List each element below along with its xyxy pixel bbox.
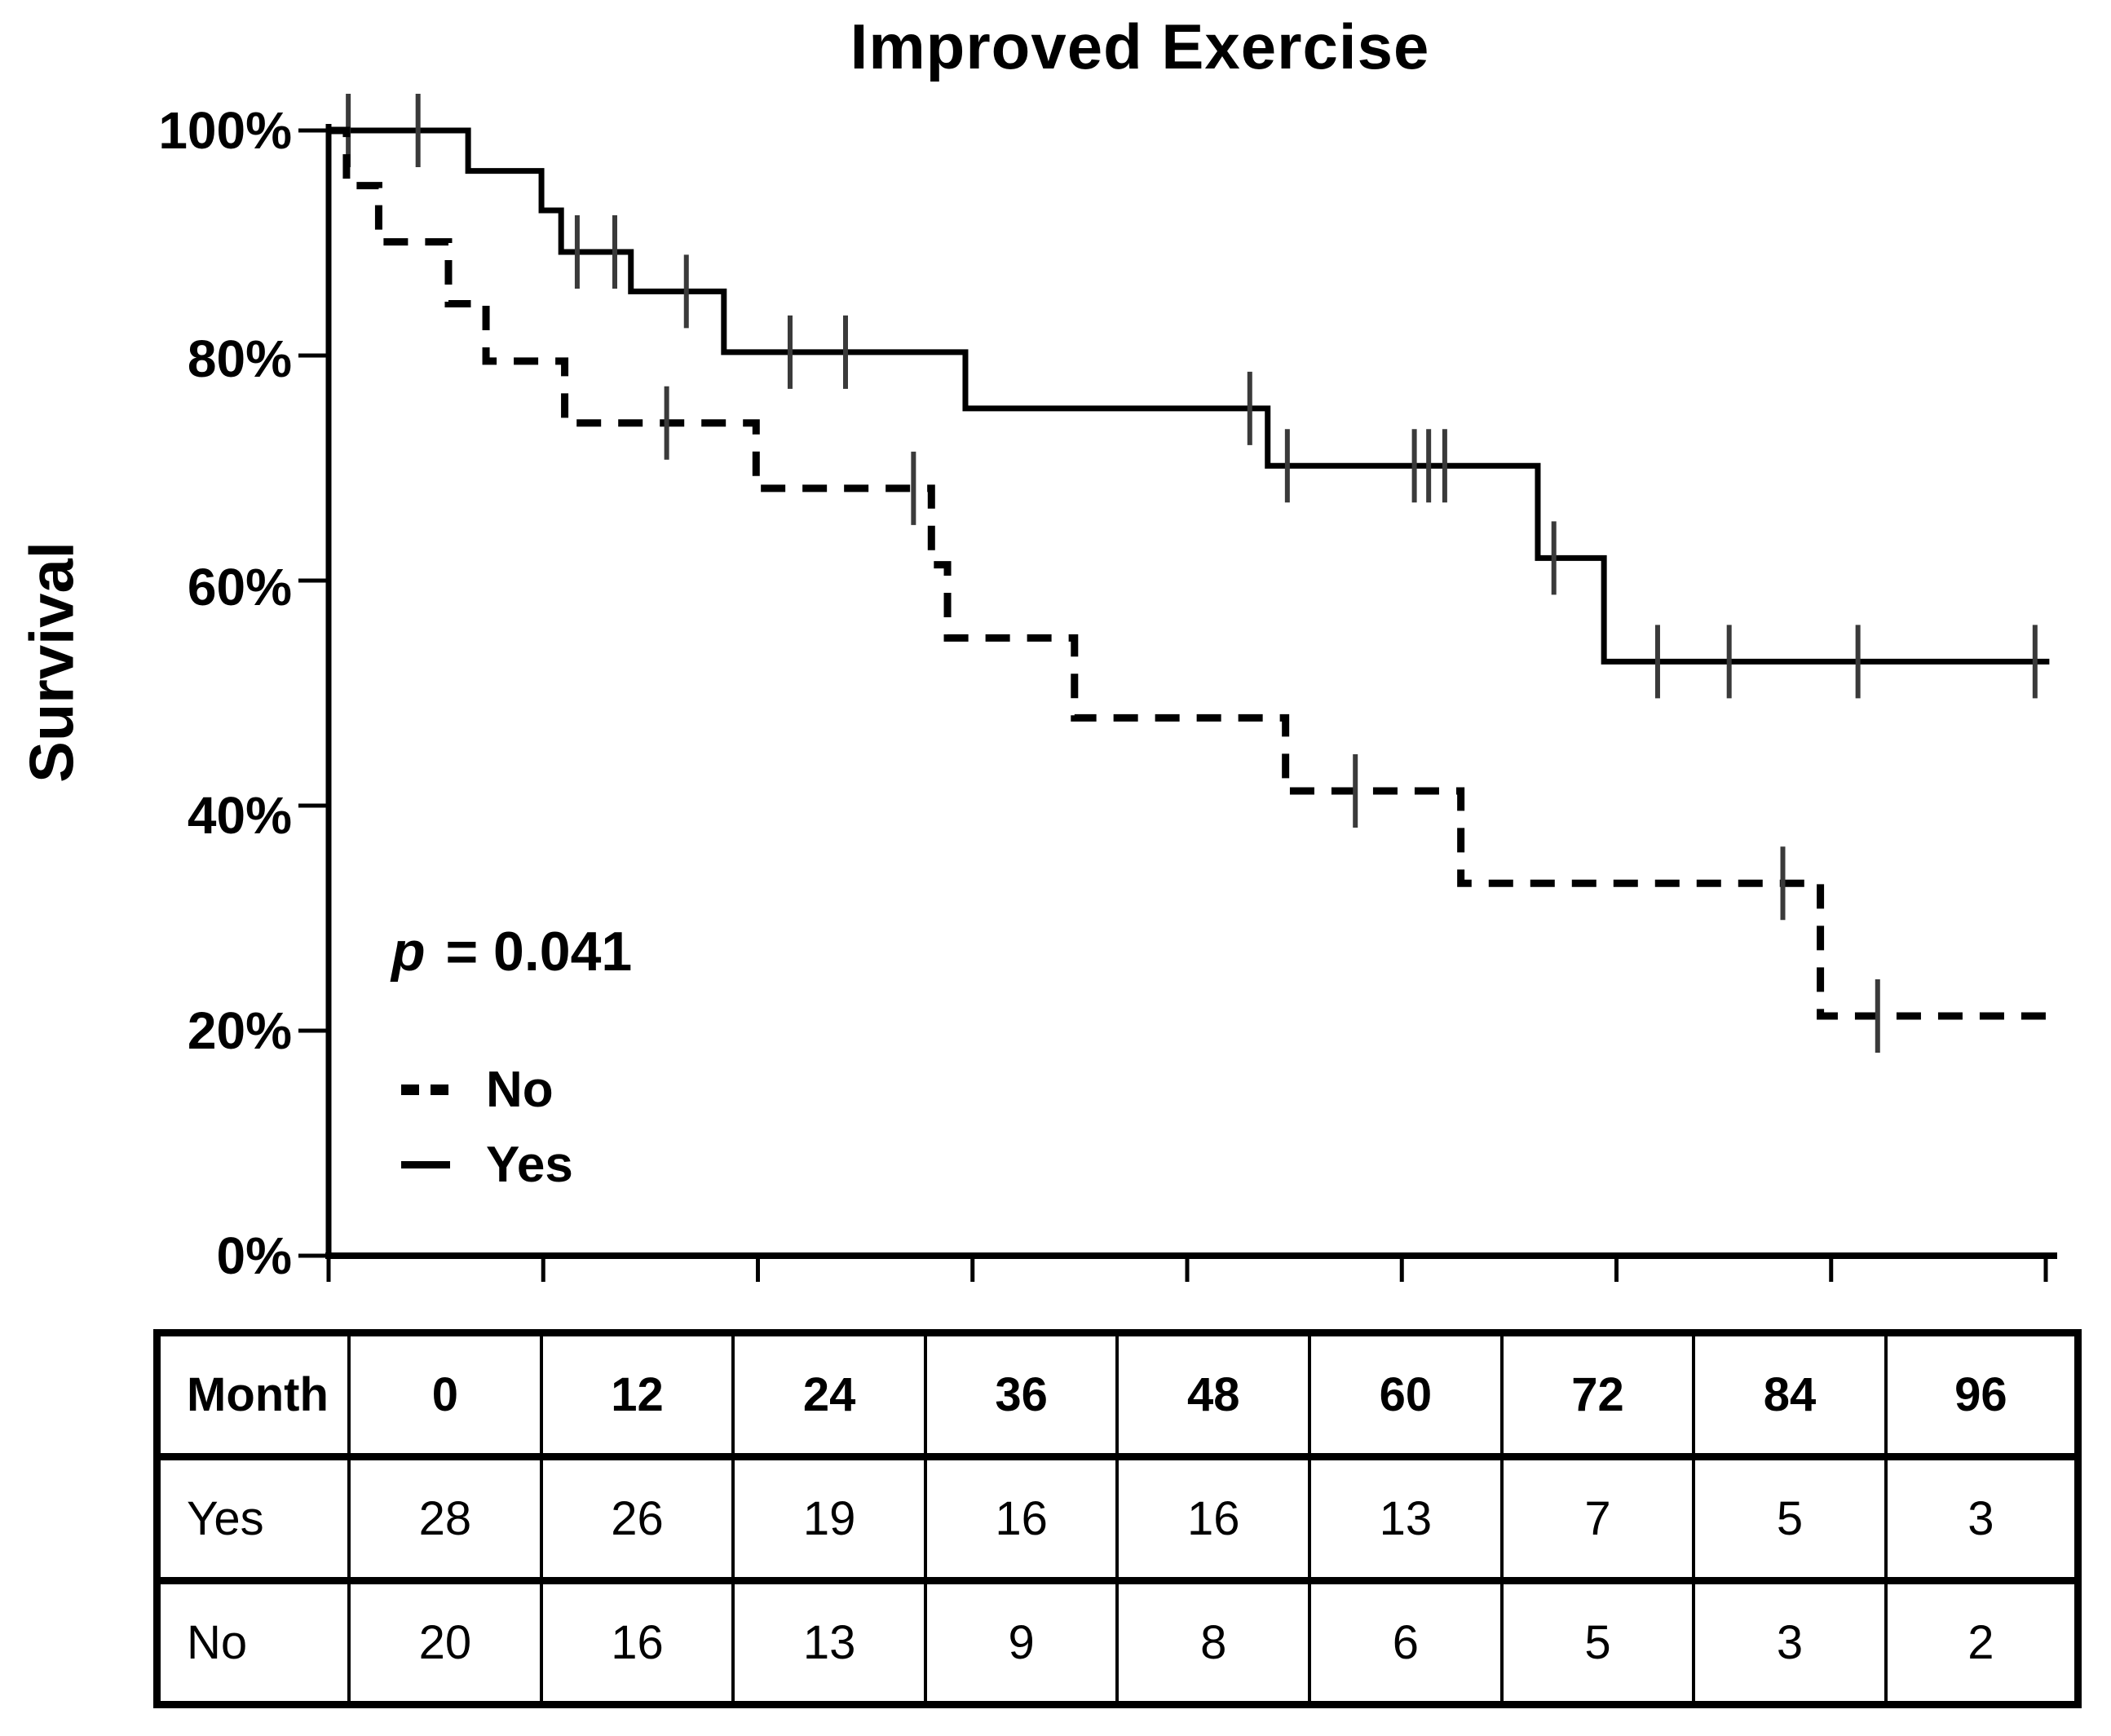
y-tick-40: 40% [187,786,292,845]
risk-row-yes: Yes 28 26 19 16 16 13 7 5 3 [157,1453,2078,1581]
risk-cell: 13 [1308,1453,1502,1581]
risk-cell: 3 [1884,1453,2078,1581]
legend-item-no: No [401,1052,573,1127]
risk-cell: 8 [1115,1577,1310,1705]
risk-table-header-row: Month 0 12 24 36 48 60 72 84 96 [157,1332,2078,1457]
risk-cell: 3 [1692,1577,1886,1705]
y-tick-60: 60% [187,558,292,616]
km-plot-canvas [298,94,2057,1282]
risk-cell: 28 [347,1453,541,1581]
risk-row-no-label: No [157,1577,350,1705]
y-tick-20: 20% [187,1001,292,1060]
risk-cell: 16 [1115,1453,1310,1581]
risk-cell: 9 [923,1577,1118,1705]
legend: No Yes [401,1052,573,1202]
p-value-symbol: p [391,921,426,983]
dashed-line-sample [401,1084,452,1095]
risk-header-36: 36 [923,1332,1118,1457]
chart-title: Improved Exercise [850,11,1430,82]
p-value-number: = 0.041 [445,921,633,983]
risk-cell: 16 [539,1577,734,1705]
risk-table: Month 0 12 24 36 48 60 72 84 96 Yes 28 2… [153,1329,2082,1708]
p-value-annotation: p = 0.041 [391,920,632,983]
risk-cell: 7 [1499,1453,1694,1581]
risk-header-0: 0 [347,1332,541,1457]
risk-cell: 5 [1499,1577,1694,1705]
risk-cell: 26 [539,1453,734,1581]
risk-cell: 2 [1884,1577,2078,1705]
risk-cell: 5 [1692,1453,1886,1581]
y-tick-80: 80% [187,329,292,388]
risk-row-yes-label: Yes [157,1453,350,1581]
legend-label-no: No [486,1061,554,1118]
risk-header-96: 96 [1884,1332,2078,1457]
solid-line-sample [401,1160,452,1168]
risk-header-24: 24 [731,1332,925,1457]
legend-item-yes: Yes [401,1127,573,1202]
legend-label-yes: Yes [486,1136,573,1193]
risk-header-60: 60 [1308,1332,1502,1457]
risk-cell: 16 [923,1453,1118,1581]
risk-cell: 19 [731,1453,925,1581]
y-tick-100: 100% [158,101,292,160]
risk-cell: 13 [731,1577,925,1705]
risk-cell: 6 [1308,1577,1502,1705]
risk-row-no: No 20 16 13 9 8 6 5 3 2 [157,1577,2078,1705]
curve-yes [329,127,2050,665]
risk-header-84: 84 [1692,1332,1886,1457]
y-tick-0: 0% [216,1226,293,1285]
risk-header-48: 48 [1115,1332,1310,1457]
risk-header-72: 72 [1499,1332,1694,1457]
risk-header-12: 12 [539,1332,734,1457]
risk-cell: 20 [347,1577,541,1705]
risk-header-month: Month [187,1368,329,1421]
curve-no [329,126,2050,1020]
